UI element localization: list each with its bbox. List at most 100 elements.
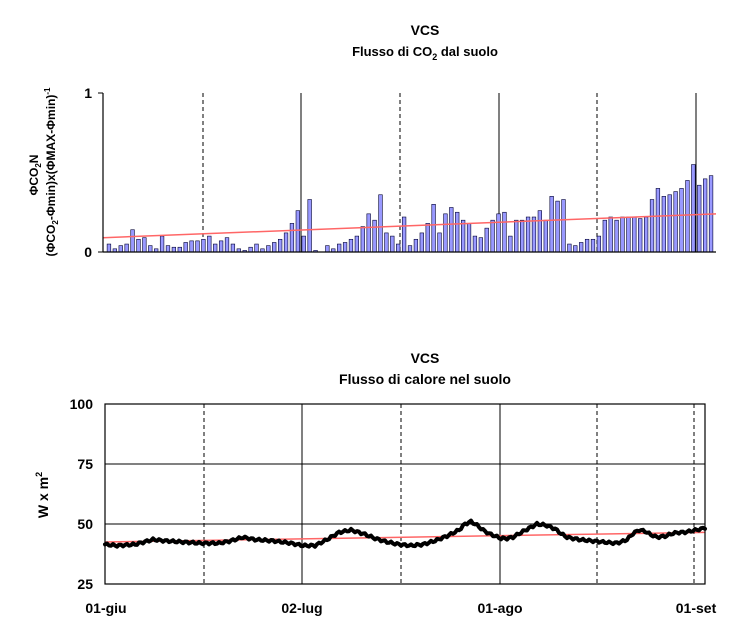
chart1-bar [697,184,702,253]
chart1-bar [561,199,566,253]
chart1-bar [579,242,584,253]
chart1-bar [472,235,478,253]
chart1-bar [673,191,678,253]
chart1-bar [425,223,430,253]
chart1-bar [201,238,206,253]
chart1-ytick-label: 0 [84,244,92,260]
chart1-bar [661,196,666,253]
chart1-bar [466,223,472,253]
chart1-bar [484,227,489,253]
chart2-xtick-label: 02-lug [281,600,322,616]
chart1-bar [254,243,259,253]
chart1-bar [525,216,531,253]
chart1-bar [325,245,330,253]
chart1-bar [218,240,224,253]
chart2-series-line [103,518,707,549]
co2-flux-chart: VCS Flusso di CO2 dal suolo ΦCO2N (ΦCO2-… [27,22,717,260]
chart1-bar [508,235,513,253]
chart2-ytick-label: 75 [77,456,93,472]
chart1-bar [207,235,212,253]
chart2-ytick-label: 25 [77,576,93,592]
chart1-bar [614,219,619,253]
chart1-bar [372,219,377,253]
chart1-bar [620,216,625,253]
chart1-bar [248,246,253,253]
chart1-bar [584,238,590,253]
chart1-bar [573,245,578,253]
chart1-bar [177,246,182,253]
chart2-xtick-label: 01-set [676,600,717,616]
chart1-bars [106,164,714,253]
chart1-bar [460,219,466,253]
chart1-bar [632,216,637,253]
chart1-bar [289,223,295,253]
chart1-bar [531,216,537,253]
chart1-bar [608,216,613,253]
chart1-bar [455,211,460,253]
chart1-bar [478,237,483,253]
chart1-bar [431,204,436,253]
chart1-bar [301,235,306,253]
chart1-bar [590,238,596,253]
chart1-bar [401,216,407,253]
chart1-bar [649,199,655,253]
chart1-bar [667,194,672,253]
chart2-trendline [104,531,706,543]
chart1-ylabel-line1: ΦCO2N [27,155,43,196]
chart1-bar [295,210,300,253]
chart2-ytick-label: 50 [77,516,93,532]
chart1-bar [691,164,696,253]
chart1-bar [283,232,289,253]
chart1-bar [679,188,684,253]
chart1-bar [171,246,177,253]
chart1-bar [490,219,495,253]
chart1-bar [602,219,607,253]
chart1-ylabel-line2: (ΦCO2-Φmin)x(ΦMAX-Φmin)-1 [43,87,60,257]
chart1-bar [118,245,123,253]
chart1-ytick-label: 1 [84,85,92,101]
chart1-bar [195,240,200,253]
chart1-bar [106,243,112,253]
chart1-bar [272,242,277,253]
chart1-bar [124,243,129,253]
chart1-bar [567,243,572,253]
chart1-bar [213,243,218,253]
chart1-bar [537,210,542,253]
chart2-ytick-label: 100 [70,396,94,412]
chart1-bar [142,237,147,253]
chart1-bar [307,199,312,253]
chart1-bar [348,238,354,253]
chart2-xtick-label: 01-giu [85,600,126,616]
chart1-bar [638,218,643,253]
chart2-xtick-label: 01-ago [477,600,522,616]
chart1-bar [390,235,395,253]
chart2-subtitle: Flusso di calore nel suolo [339,371,511,387]
chart1-bar [643,216,649,253]
chart1-bar [342,242,348,253]
chart2-frame [104,403,706,585]
chart1-bar [549,196,554,253]
chart1-bar [159,235,165,253]
chart1-bar [136,238,141,253]
chart1-bar [449,207,454,253]
chart1-bar [596,235,602,253]
chart1-bar [148,245,153,253]
chart1-bar [354,235,360,253]
chart1-bar [224,237,230,253]
chart1-bar [130,229,135,253]
chart1-bar [520,219,525,253]
chart1-bar [278,238,283,253]
chart1-bar [555,200,560,253]
chart1-bar [496,213,501,253]
chart1-bar [419,232,424,253]
chart1-bar [703,178,708,253]
chart1-bar [230,243,236,253]
chart1-bar [413,238,419,253]
chart1-bar [266,245,271,253]
chart1-subtitle: Flusso di CO2 dal suolo [352,44,498,62]
chart1-bar [189,240,194,253]
chart1-bar [407,245,413,253]
chart1-bar [378,194,383,253]
chart1-bar [337,243,342,253]
